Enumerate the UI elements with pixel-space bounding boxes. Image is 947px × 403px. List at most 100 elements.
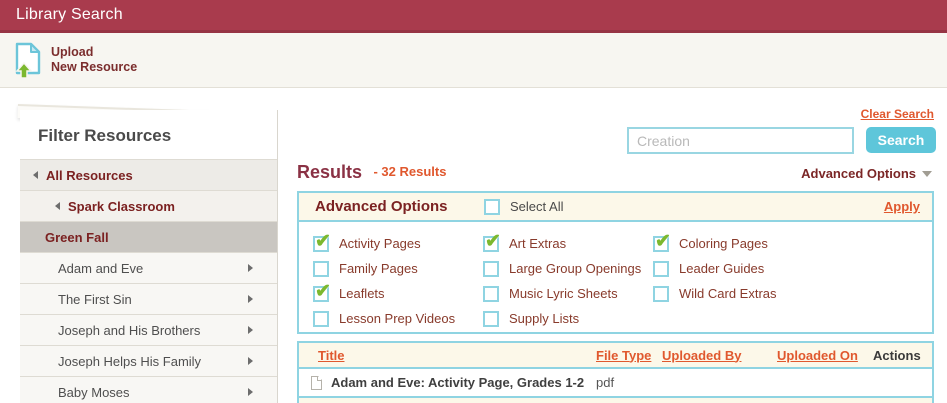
advanced-options-panel: Advanced Options ✔ Select All Apply ✔ Ac… xyxy=(297,191,934,334)
filter-option-wild-card-extras[interactable]: ✔ Wild Card Extras xyxy=(653,281,932,306)
expand-right-arrow-icon xyxy=(248,264,253,272)
sidebar-item-label: Adam and Eve xyxy=(58,260,144,276)
check-icon: ✔ xyxy=(655,230,671,252)
sidebar-item-adam-and-eve[interactable]: Adam and Eve xyxy=(20,252,277,283)
sidebar-item-label: Baby Moses xyxy=(58,384,130,400)
sidebar-item-green-fall[interactable]: Green Fall xyxy=(20,221,277,252)
filter-option-activity-pages[interactable]: ✔ Activity Pages xyxy=(313,231,483,256)
filter-option-label: Leaflets xyxy=(339,286,385,301)
chevron-down-icon xyxy=(922,171,932,177)
expand-right-arrow-icon xyxy=(248,388,253,396)
search-input[interactable] xyxy=(627,127,854,154)
sidebar-item-joseph-and-his-brothers[interactable]: Joseph and His Brothers xyxy=(20,314,277,345)
check-icon: ✔ xyxy=(315,280,331,302)
result-title: Adam and Eve: Activity Page, Grades 1-2 xyxy=(331,375,585,390)
sort-title-link[interactable]: Title xyxy=(318,347,345,363)
sidebar-item-label: All Resources xyxy=(46,167,133,183)
checkbox[interactable]: ✔ xyxy=(313,231,331,252)
checkbox[interactable]: ✔ xyxy=(483,260,499,277)
upload-bar: Upload New Resource xyxy=(0,33,947,88)
sidebar-item-label: Joseph Helps His Family xyxy=(58,353,202,369)
result-title-cell: Adam and Eve: Activity Page, Grades 1-2 xyxy=(311,375,596,390)
upload-label-line1: Upload xyxy=(51,45,94,59)
filter-option-music-lyric-sheets[interactable]: ✔ Music Lyric Sheets xyxy=(483,281,653,306)
filter-option-label: Large Group Openings xyxy=(509,261,642,276)
sidebar-item-label: Green Fall xyxy=(45,229,109,245)
filter-option-supply-lists[interactable]: ✔ Supply Lists xyxy=(483,306,653,331)
checkbox[interactable]: ✔ xyxy=(313,281,331,302)
filter-option-art-extras[interactable]: ✔ Art Extras xyxy=(483,231,653,256)
sidebar-item-label: Spark Classroom xyxy=(68,198,175,214)
filter-option-label: Lesson Prep Videos xyxy=(339,311,456,326)
filter-sidebar: Filter Resources All Resources Spark Cla… xyxy=(17,104,278,403)
filter-option-leader-guides[interactable]: ✔ Leader Guides xyxy=(653,256,932,281)
result-file-type: pdf xyxy=(596,375,615,390)
filter-option-label: Activity Pages xyxy=(339,236,421,251)
sort-file-type-link[interactable]: File Type xyxy=(596,347,652,363)
sidebar-item-label: The First Sin xyxy=(58,291,132,307)
checkbox[interactable]: ✔ xyxy=(653,260,669,277)
checkbox[interactable]: ✔ xyxy=(483,231,501,252)
upload-new-resource-button[interactable]: Upload New Resource xyxy=(13,41,137,79)
sidebar-item-joseph-helps-his-family[interactable]: Joseph Helps His Family xyxy=(20,345,277,376)
filter-option-label: Family Pages xyxy=(339,261,418,276)
filter-option-label: Wild Card Extras xyxy=(679,286,777,301)
filter-option-coloring-pages[interactable]: ✔ Coloring Pages xyxy=(653,231,932,256)
filter-option-label: Music Lyric Sheets xyxy=(509,286,618,301)
results-title: Results xyxy=(297,162,363,182)
upload-document-icon xyxy=(13,41,43,79)
check-icon: ✔ xyxy=(485,230,501,252)
page-title: Library Search xyxy=(16,6,123,23)
checkbox[interactable]: ✔ xyxy=(483,285,499,302)
expand-right-arrow-icon xyxy=(248,295,253,303)
search-button[interactable]: Search xyxy=(866,127,936,153)
clear-search-link[interactable]: Clear Search xyxy=(860,107,934,121)
checkbox[interactable]: ✔ xyxy=(313,260,329,277)
sidebar-item-label: Joseph and His Brothers xyxy=(58,322,201,338)
filter-option-family-pages[interactable]: ✔ Family Pages xyxy=(313,256,483,281)
expand-right-arrow-icon xyxy=(248,357,253,365)
actions-column-header: Actions xyxy=(873,347,921,363)
checkbox[interactable]: ✔ xyxy=(653,285,669,302)
collapse-left-arrow-icon xyxy=(55,202,60,210)
upload-label-line2: New Resource xyxy=(51,60,138,74)
filter-option-large-group-openings[interactable]: ✔ Large Group Openings xyxy=(483,256,653,281)
results-table: Title File Type Uploaded By Uploaded On … xyxy=(297,341,934,403)
filter-option-label: Art Extras xyxy=(509,236,567,251)
table-header-row: Title File Type Uploaded By Uploaded On … xyxy=(299,343,932,369)
checkbox[interactable]: ✔ xyxy=(483,310,499,327)
sidebar-item-the-first-sin[interactable]: The First Sin xyxy=(20,283,277,314)
table-row[interactable]: Adam and Eve: Activity Page, Grades 1-2 … xyxy=(299,369,932,398)
sort-uploaded-on-link[interactable]: Uploaded On xyxy=(777,347,858,363)
check-icon: ✔ xyxy=(315,230,331,252)
upload-button-label: Upload New Resource xyxy=(51,45,137,75)
checkbox[interactable]: ✔ xyxy=(653,231,671,252)
filter-option-leaflets[interactable]: ✔ Leaflets xyxy=(313,281,483,306)
results-heading-row: Results - 32 Results Advanced Options xyxy=(297,162,934,186)
filter-resources-title: Filter Resources xyxy=(20,110,277,159)
filter-option-label: Supply Lists xyxy=(509,311,580,326)
advanced-options-toggle-label: Advanced Options xyxy=(801,166,916,181)
filter-options-grid: ✔ Activity Pages ✔ Art Extras ✔ Coloring… xyxy=(299,222,932,331)
collapse-left-arrow-icon xyxy=(33,171,38,179)
checkbox[interactable]: ✔ xyxy=(313,310,329,327)
select-all-control[interactable]: ✔ Select All xyxy=(484,198,564,215)
sidebar-item-spark-classroom[interactable]: Spark Classroom xyxy=(20,190,277,221)
sidebar-item-all-resources[interactable]: All Resources xyxy=(20,159,277,190)
advanced-options-title: Advanced Options xyxy=(315,198,448,215)
sidebar-item-baby-moses[interactable]: Baby Moses xyxy=(20,376,277,403)
filter-option-label: Leader Guides xyxy=(679,261,765,276)
results-count: - 32 Results xyxy=(373,164,447,179)
advanced-options-header: Advanced Options ✔ Select All Apply xyxy=(299,193,932,222)
expand-right-arrow-icon xyxy=(248,326,253,334)
apply-link[interactable]: Apply xyxy=(883,199,920,214)
select-all-checkbox[interactable]: ✔ xyxy=(484,198,500,215)
sort-uploaded-by-link[interactable]: Uploaded By xyxy=(662,347,742,363)
document-icon xyxy=(311,375,322,390)
app-header: Library Search xyxy=(0,0,947,33)
advanced-options-toggle[interactable]: Advanced Options xyxy=(801,166,932,181)
filter-option-lesson-prep-videos[interactable]: ✔ Lesson Prep Videos xyxy=(313,306,483,331)
select-all-label: Select All xyxy=(510,199,564,214)
filter-option-label: Coloring Pages xyxy=(679,236,768,251)
